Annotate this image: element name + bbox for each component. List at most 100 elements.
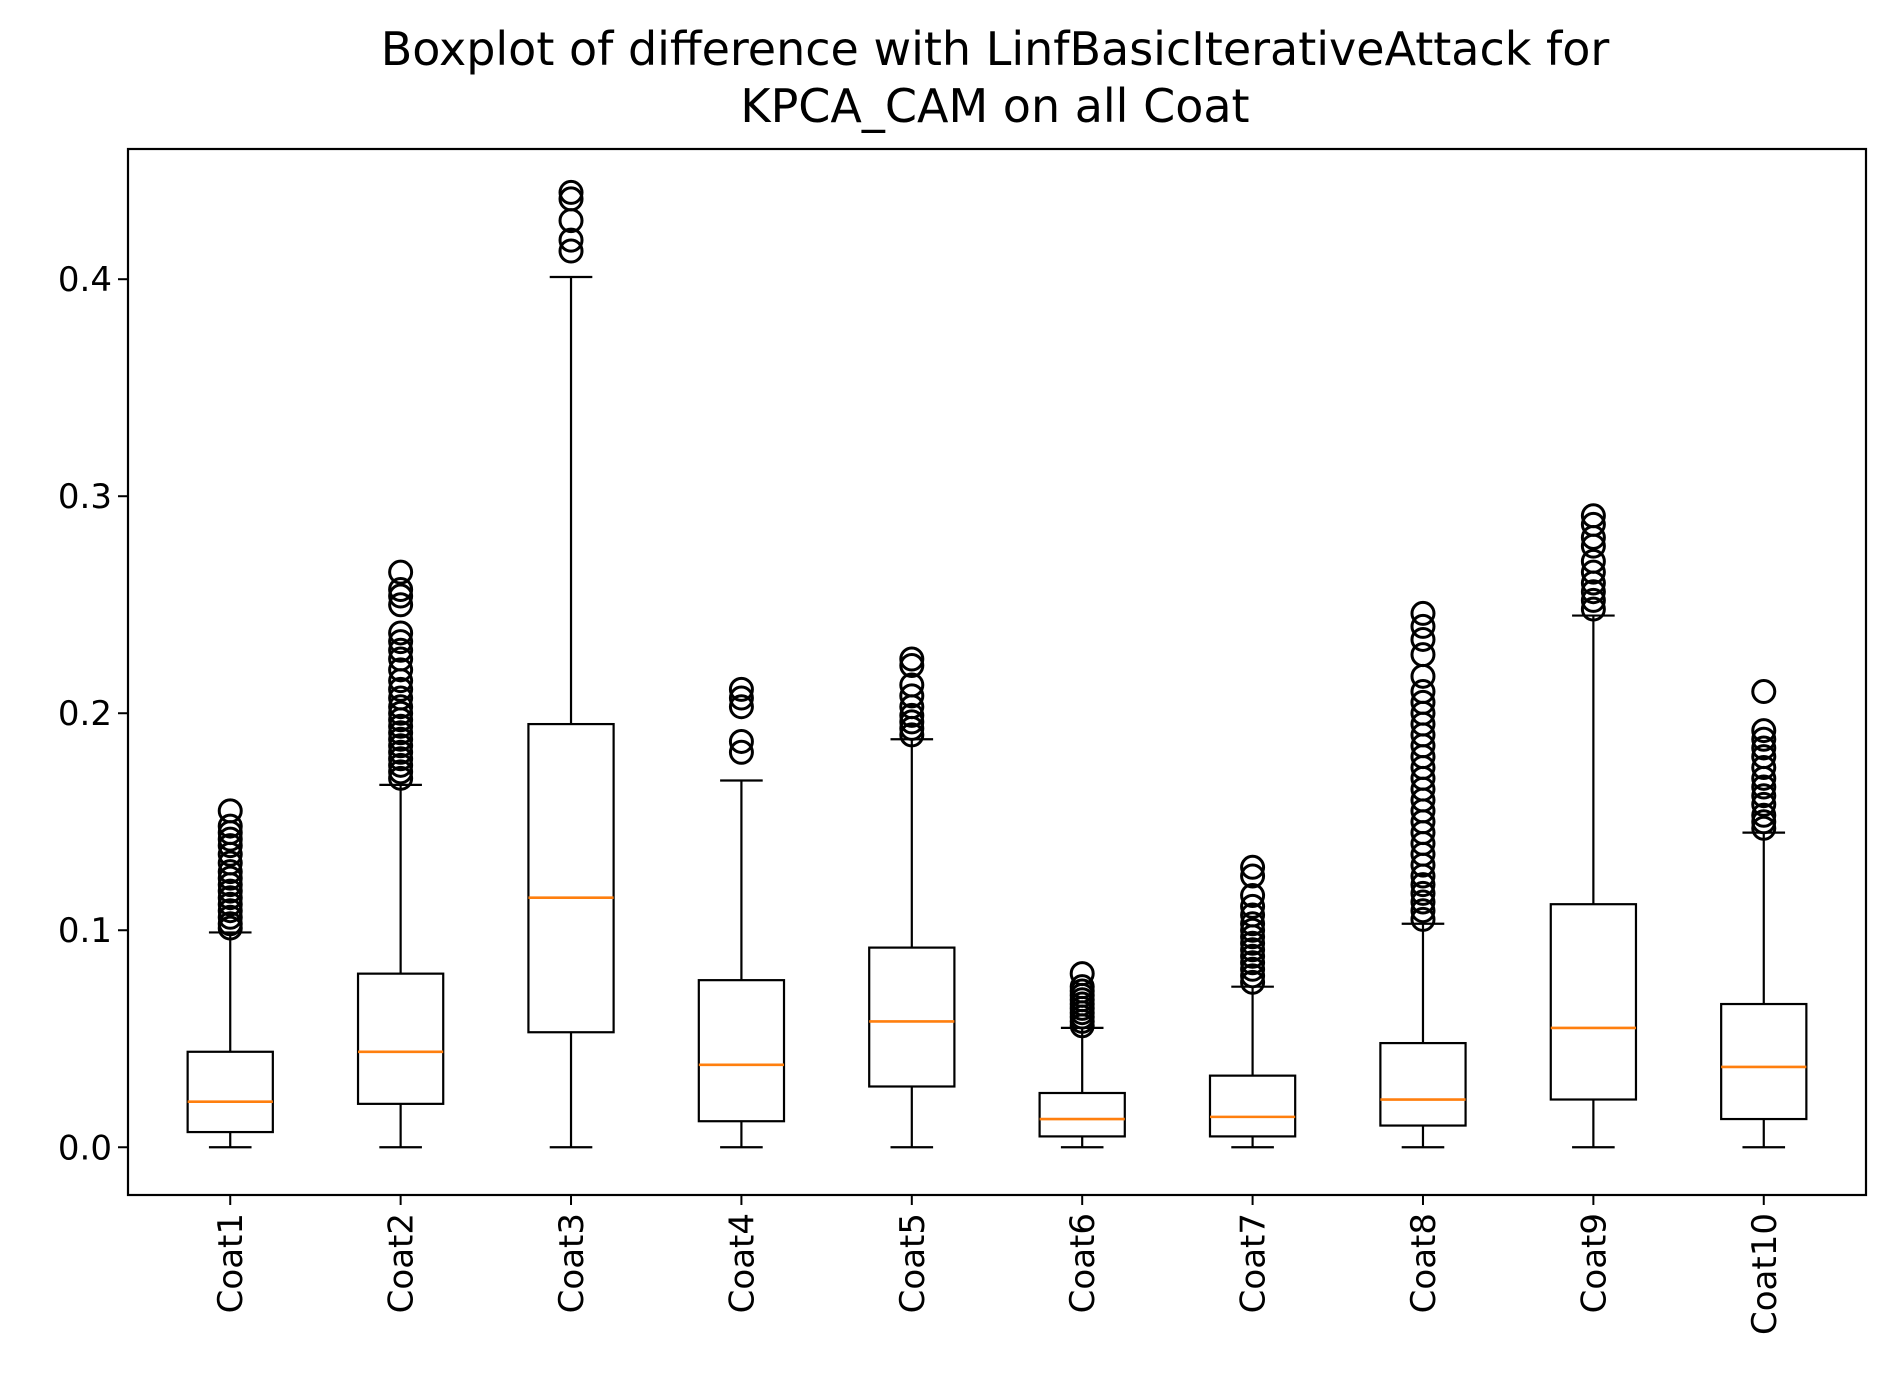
flier-point — [1240, 854, 1266, 880]
flier-point — [1240, 956, 1266, 982]
flier-point — [388, 694, 414, 720]
flier-point — [728, 694, 754, 720]
flier-point — [1410, 689, 1436, 715]
flier-point — [899, 722, 925, 748]
flier-point — [217, 898, 243, 924]
x-tick-label: Coat4 — [722, 1213, 762, 1313]
y-tick-label: 0.3 — [58, 477, 112, 517]
x-tick-label: Coat7 — [1234, 1213, 1274, 1313]
flier-point — [1580, 587, 1606, 613]
flier-point — [1410, 898, 1436, 924]
flier-point — [217, 798, 243, 824]
flier-point — [1240, 863, 1266, 889]
flier-point — [1410, 613, 1436, 639]
flier-point — [1410, 872, 1436, 898]
flier-point — [1240, 963, 1266, 989]
flier-point — [1410, 626, 1436, 652]
box — [1549, 903, 1638, 1101]
flier-point — [217, 878, 243, 904]
flier-point — [1751, 679, 1777, 705]
flier-point — [1240, 930, 1266, 956]
flier-point — [558, 179, 584, 205]
flier-point — [217, 813, 243, 839]
flier-point — [388, 739, 414, 765]
y-tick-label: 0.4 — [58, 260, 112, 300]
flier-point — [1580, 596, 1606, 622]
flier-point — [217, 891, 243, 917]
x-tick-label: Coat8 — [1404, 1213, 1444, 1313]
flier-point — [388, 592, 414, 618]
box — [1720, 1002, 1808, 1121]
flier-point — [217, 833, 243, 859]
flier-point — [899, 646, 925, 672]
flier-point — [388, 765, 414, 791]
box — [356, 972, 445, 1105]
flier-point — [388, 676, 414, 702]
flier-point — [388, 583, 414, 609]
flier-point — [1751, 735, 1777, 761]
box — [1038, 1091, 1126, 1138]
flier-point — [1751, 774, 1777, 800]
flier-point — [1240, 883, 1266, 909]
flier-point — [1410, 906, 1436, 932]
flier-point — [558, 186, 584, 212]
x-tick-label: Coat9 — [1574, 1213, 1614, 1313]
flier-point — [388, 700, 414, 726]
flier-point — [388, 726, 414, 752]
flier-point — [728, 685, 754, 711]
flier-point — [1240, 902, 1266, 928]
flier-point — [728, 728, 754, 754]
x-tick-label: Coat3 — [552, 1213, 592, 1313]
flier-point — [899, 709, 925, 735]
flier-point — [1580, 579, 1606, 605]
flier-point — [388, 720, 414, 746]
flier-point — [728, 676, 754, 702]
x-tick-label: Coat1 — [211, 1213, 251, 1313]
flier-point — [217, 865, 243, 891]
flier-point — [899, 702, 925, 728]
flier-point — [217, 826, 243, 852]
x-tick-label: Coat5 — [893, 1213, 933, 1313]
flier-point — [1751, 802, 1777, 828]
flier-point — [1410, 679, 1436, 705]
flier-point — [1580, 548, 1606, 574]
flier-point — [1240, 950, 1266, 976]
flier-point — [728, 739, 754, 765]
flier-point — [388, 733, 414, 759]
flier-point — [388, 685, 414, 711]
flier-point — [1240, 893, 1266, 919]
flier-point — [1751, 726, 1777, 752]
flier-point — [217, 859, 243, 885]
flier-point — [558, 227, 584, 253]
flier-point — [388, 752, 414, 778]
chart-title-line-1: Boxplot of difference with LinfBasicIter… — [381, 22, 1610, 76]
flier-point — [1240, 937, 1266, 963]
flier-point — [1580, 503, 1606, 529]
flier-point — [1069, 961, 1095, 987]
flier-point — [1240, 917, 1266, 943]
box — [697, 979, 786, 1123]
x-tick-label: Coat10 — [1745, 1213, 1785, 1335]
flier-point — [1580, 559, 1606, 585]
flier-point — [1751, 744, 1777, 770]
box — [1379, 1041, 1467, 1127]
flier-point — [1410, 600, 1436, 626]
flier-point — [1410, 642, 1436, 668]
flier-point — [388, 629, 414, 655]
y-tick-label: 0.2 — [58, 694, 112, 734]
box — [1208, 1074, 1297, 1138]
x-tick-label: Coat6 — [1063, 1213, 1103, 1313]
flier-point — [388, 620, 414, 646]
flier-point — [217, 850, 243, 876]
y-tick-label: 0.1 — [58, 911, 112, 951]
x-tick-label: Coat2 — [382, 1213, 422, 1313]
flier-point — [899, 652, 925, 678]
flier-point — [1069, 974, 1095, 1000]
chart-title-line-2: KPCA_CAM on all Coat — [740, 79, 1249, 133]
flier-point — [1410, 880, 1436, 906]
plot-area: 0.0 0.1 0.2 0.3 0.4 Coat1 Coat2 Coat3 Coat4 Coat5… — [58, 179, 1808, 1335]
flier-point — [388, 637, 414, 663]
flier-point — [558, 238, 584, 264]
flier-point — [1410, 663, 1436, 689]
